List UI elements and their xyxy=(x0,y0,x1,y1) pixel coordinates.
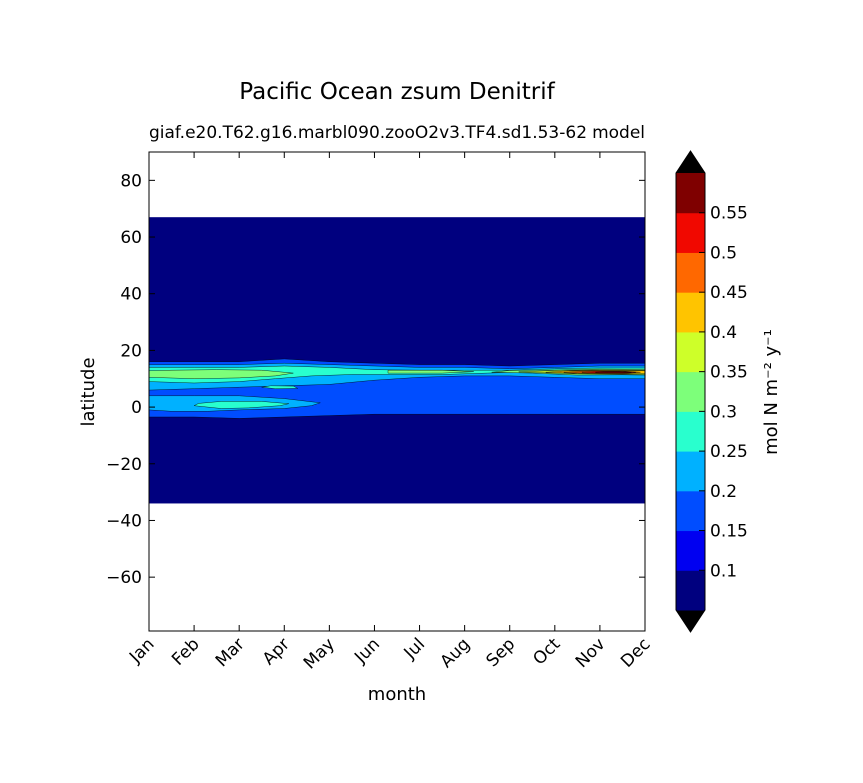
x-tick-label: Aug xyxy=(437,634,475,672)
y-axis: 80 60 40 20 0 −20 −40 −60 xyxy=(106,171,645,588)
colorbar-segment xyxy=(676,490,705,532)
contour-band-7 xyxy=(387,370,474,374)
contour-band-6 xyxy=(149,369,294,379)
colorbar-tick-label: 0.4 xyxy=(710,323,737,343)
x-tick-label: Dec xyxy=(617,634,654,671)
x-tick-label: Sep xyxy=(482,634,519,671)
y-tick-label: 20 xyxy=(120,341,142,361)
colorbar-segment xyxy=(676,530,705,571)
colorbar-segment xyxy=(676,451,705,492)
colorbar-outline xyxy=(675,150,706,633)
y-axis-label: latitude xyxy=(78,357,99,426)
chart-title: Pacific Ocean zsum Denitrif xyxy=(239,79,555,105)
x-tick-label: Jan xyxy=(125,634,158,667)
x-tick-label: Nov xyxy=(572,634,610,672)
x-tick-label: Feb xyxy=(168,634,203,669)
chart-subtitle-right: model xyxy=(592,123,645,143)
colorbar-label: mol N m⁻² y⁻¹ xyxy=(761,329,782,455)
colorbar-tick-label: 0.35 xyxy=(710,363,748,383)
contour-band-13 xyxy=(595,371,632,373)
colorbar-segment xyxy=(676,212,705,253)
x-tick-label: Apr xyxy=(259,634,294,669)
y-tick-label: 80 xyxy=(120,171,142,191)
y-tick-label: 60 xyxy=(120,228,142,248)
colorbar-segment xyxy=(676,570,705,611)
x-tick-label: Jun xyxy=(350,634,384,668)
colorbar-tick-label: 0.3 xyxy=(710,402,737,422)
colorbar-segment xyxy=(676,331,705,373)
x-tick-label: Jul xyxy=(400,634,429,663)
colorbar-tick-label: 0.15 xyxy=(710,522,748,542)
x-tick-label: Mar xyxy=(212,634,249,671)
colorbar-segment xyxy=(676,173,705,214)
colorbar-segment xyxy=(676,292,705,333)
y-tick-label: −40 xyxy=(106,511,142,531)
contour-band-5 xyxy=(261,385,298,389)
y-tick-label: −20 xyxy=(106,455,142,475)
colorbar-tick-label: 0.25 xyxy=(710,442,748,462)
x-tick-label: May xyxy=(300,634,339,673)
plot-frame xyxy=(148,151,646,632)
colorbar-extend-top xyxy=(676,151,705,173)
colorbar-segment xyxy=(676,252,705,293)
colorbar-tick-label: 0.55 xyxy=(710,204,748,224)
colorbar: 0.1 0.15 0.2 0.25 0.3 0.35 0.4 0.45 0.5 0.55 xyxy=(675,150,748,633)
y-tick-label: −60 xyxy=(106,568,142,588)
y-tick-label: 0 xyxy=(131,398,142,418)
colorbar-tick-label: 0.5 xyxy=(710,243,737,263)
data-region xyxy=(149,217,645,504)
x-tick-label: Oct xyxy=(529,634,564,669)
colorbar-segment xyxy=(676,411,705,452)
colorbar-tick-label: 0.1 xyxy=(710,561,737,581)
y-tick-label: 40 xyxy=(120,285,142,305)
x-axis-label: month xyxy=(368,684,426,705)
plot-area xyxy=(149,217,645,504)
colorbar-tick-label: 0.2 xyxy=(710,482,737,502)
contour-band-4 xyxy=(193,401,289,409)
colorbar-segment xyxy=(676,371,705,412)
colorbar-tick-label: 0.45 xyxy=(710,283,748,303)
colorbar-extend-bottom xyxy=(676,610,705,632)
chart-subtitle-left: giaf.e20.T62.g16.marbl090.zooO2v3.TF4.sd… xyxy=(149,123,587,143)
